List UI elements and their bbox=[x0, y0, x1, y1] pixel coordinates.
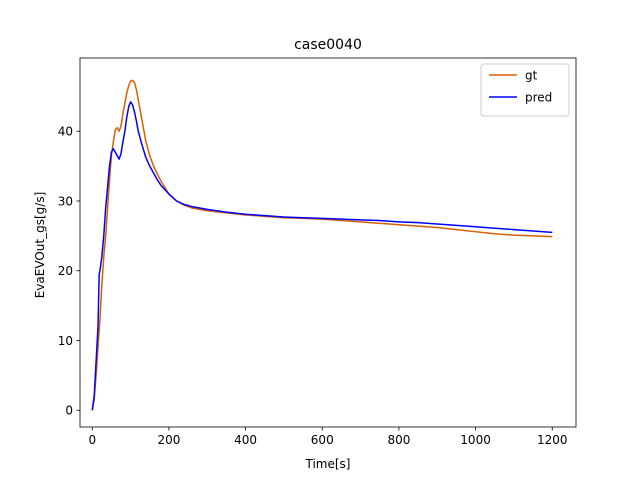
y-axis-label: EvaEVOut_gs[g/s] bbox=[33, 192, 47, 299]
x-tick-label: 200 bbox=[157, 433, 180, 447]
y-tick-label: 20 bbox=[58, 264, 73, 278]
legend-label-gt: gt bbox=[525, 68, 538, 82]
y-tick-label: 30 bbox=[58, 194, 73, 208]
chart-title: case0040 bbox=[294, 37, 362, 53]
x-axis-label: Time[s] bbox=[305, 457, 351, 471]
y-tick-label: 10 bbox=[58, 334, 73, 348]
y-tick-label: 40 bbox=[58, 125, 73, 139]
series-layer bbox=[91, 79, 553, 411]
x-tick-label: 600 bbox=[311, 433, 334, 447]
x-tick-label: 0 bbox=[88, 433, 96, 447]
legend-label-pred: pred bbox=[525, 90, 552, 104]
y-tick-label: 0 bbox=[65, 404, 73, 418]
x-tick-label: 1000 bbox=[460, 433, 491, 447]
series-line-pred bbox=[91, 101, 553, 411]
x-tick-label: 400 bbox=[234, 433, 257, 447]
legend-box bbox=[480, 63, 570, 117]
axes-layer: 0 200 400 600 800 1000 1200 0 10 20 30 40 bbox=[58, 57, 577, 447]
series-line-gt bbox=[91, 79, 553, 411]
legend: gt pred bbox=[480, 63, 570, 117]
x-tick-label: 1200 bbox=[537, 433, 568, 447]
plot-frame bbox=[79, 57, 577, 428]
x-tick-label: 800 bbox=[387, 433, 410, 447]
